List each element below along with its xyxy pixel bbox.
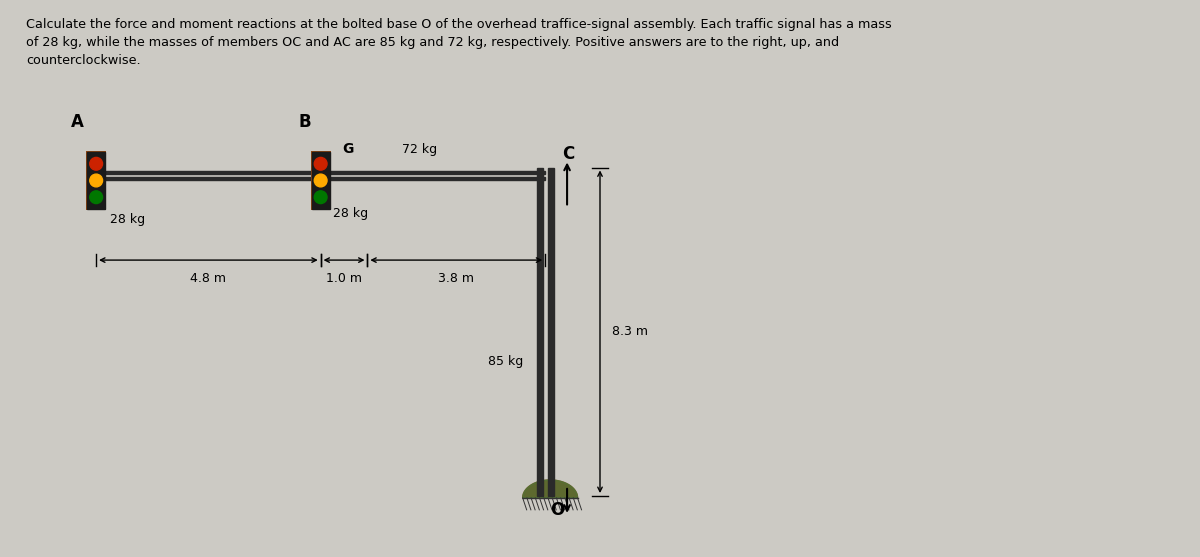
Polygon shape (523, 480, 577, 498)
Text: C: C (562, 145, 575, 163)
Circle shape (90, 191, 102, 203)
Text: O: O (550, 501, 564, 519)
Bar (96, 171, 545, 174)
Polygon shape (523, 480, 577, 498)
Circle shape (314, 191, 328, 203)
Text: B: B (298, 113, 311, 131)
Text: counterclockwise.: counterclockwise. (26, 54, 140, 67)
Circle shape (314, 174, 328, 187)
Text: 8.3 m: 8.3 m (612, 325, 648, 338)
Text: 1.0 m: 1.0 m (326, 272, 362, 285)
Text: A: A (71, 113, 84, 131)
Text: 85 kg: 85 kg (488, 355, 523, 368)
Circle shape (90, 158, 102, 170)
Bar (311, 150, 331, 211)
Text: Calculate the force and moment reactions at the bolted base O of the overhead tr: Calculate the force and moment reactions… (26, 18, 892, 31)
Bar (536, 168, 542, 496)
Text: 3.8 m: 3.8 m (438, 272, 474, 285)
Text: 4.8 m: 4.8 m (191, 272, 227, 285)
Bar (96, 177, 545, 180)
Text: 72 kg: 72 kg (402, 143, 438, 155)
Text: of 28 kg, while the masses of members OC and AC are 85 kg and 72 kg, respectivel: of 28 kg, while the masses of members OC… (26, 36, 840, 49)
Text: G: G (342, 141, 354, 155)
Text: 28 kg: 28 kg (110, 213, 145, 226)
Bar (86, 150, 106, 211)
Bar (88, 152, 106, 209)
Bar (312, 152, 330, 209)
Circle shape (314, 158, 328, 170)
Circle shape (90, 174, 102, 187)
Bar (547, 168, 553, 496)
Text: 28 kg: 28 kg (332, 207, 367, 221)
